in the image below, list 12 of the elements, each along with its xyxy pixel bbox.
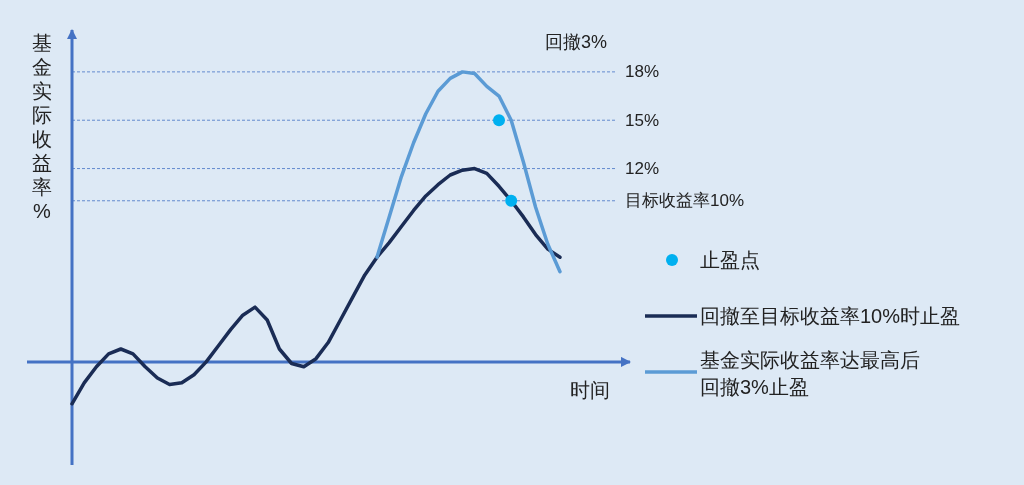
legend-label: 止盈点 — [700, 249, 760, 271]
annotation: 回撤3% — [545, 32, 608, 52]
line-series — [70, 166, 562, 406]
y-tick-label: 目标收益率10% — [625, 191, 745, 211]
legend-label: 基金实际收益率达最高后回撤3%止盈 — [700, 349, 920, 398]
x-axis-title: 时间 — [570, 378, 610, 401]
y-tick-label: 18% — [625, 62, 660, 82]
y-tick-label: 15% — [625, 110, 660, 130]
y-axis-title: 基金实际收益率% — [32, 32, 52, 222]
line-series — [375, 70, 562, 274]
legend-label: 回撤至目标收益率10%时止盈 — [700, 305, 961, 327]
y-tick-label: 12% — [625, 159, 660, 179]
